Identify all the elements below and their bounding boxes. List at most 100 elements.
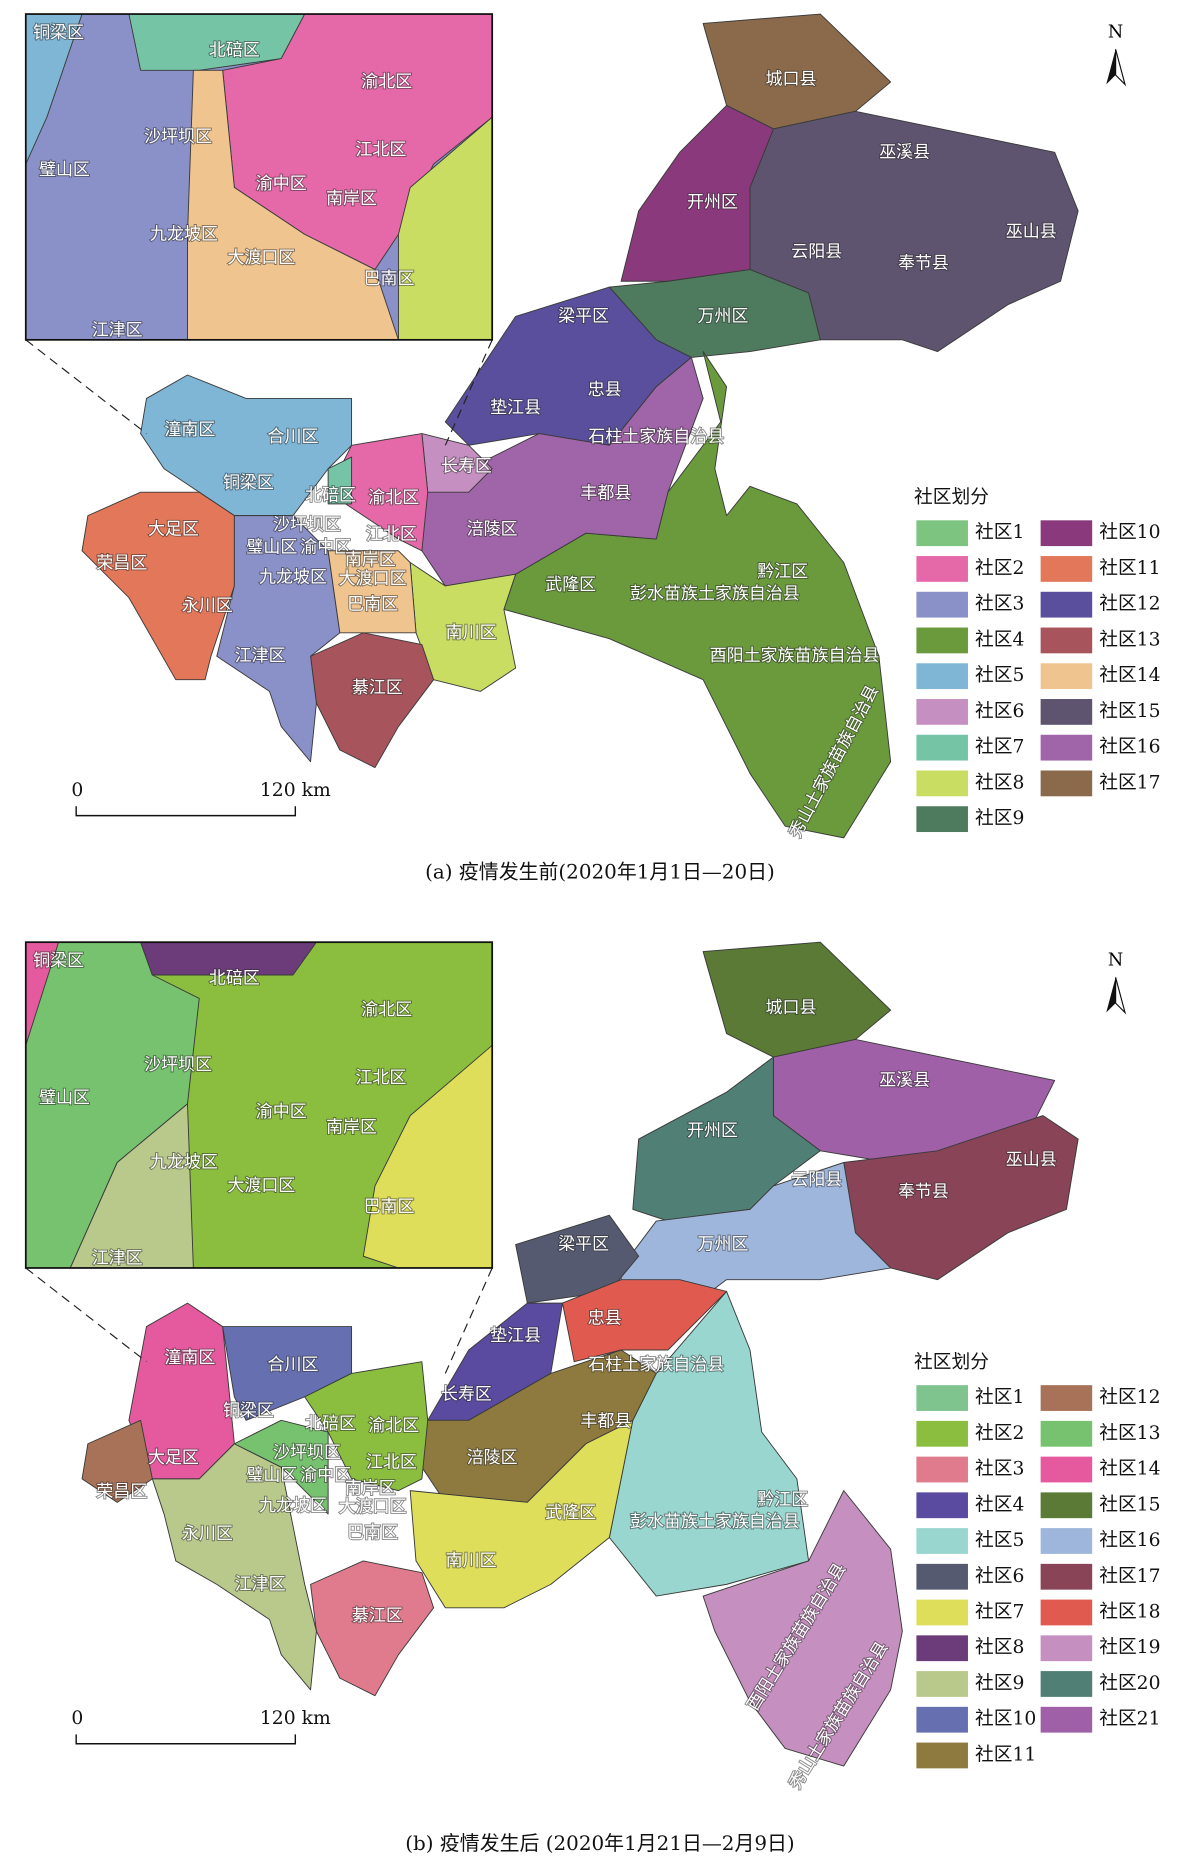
inset-label: 江津区 [92, 320, 143, 340]
legend-swatch [916, 520, 968, 547]
legend-label: 社区3 [975, 1459, 1024, 1480]
inset-label: 江津区 [92, 1249, 143, 1269]
legend-label: 社区16 [1099, 737, 1160, 758]
legend-label: 社区4 [975, 629, 1024, 650]
legend-swatch [1040, 1420, 1093, 1447]
inset-frame [24, 13, 494, 341]
inset-label: 南岸区 [326, 1117, 377, 1137]
legend-label: 社区17 [1099, 1566, 1160, 1587]
district-label: 垫江县 [490, 398, 541, 418]
district-label: 荣昌区 [96, 1482, 147, 1502]
legend-swatch [916, 1420, 968, 1447]
district-label: 璧山区 [246, 1465, 297, 1485]
legend-swatch [1040, 556, 1093, 582]
district-label: 大渡口区 [339, 569, 407, 589]
legend-swatch [916, 1492, 968, 1519]
district-label: 巫山县 [1006, 222, 1057, 242]
inset-label: 九龙坡区 [150, 1152, 218, 1172]
district-label: 城口县 [766, 70, 817, 90]
legend-swatch [916, 627, 968, 654]
legend-swatch [1040, 734, 1093, 761]
legend-swatch [916, 1563, 968, 1590]
scale-label: 120 km [260, 1708, 331, 1729]
legend-label: 社区6 [975, 701, 1024, 722]
inset-label: 江北区 [355, 140, 406, 160]
legend-label: 社区7 [975, 737, 1024, 758]
legend-label: 社区12 [1099, 1387, 1160, 1408]
north-arrow [1115, 49, 1127, 87]
legend-label: 社区2 [975, 1423, 1024, 1444]
legend-label: 社区7 [975, 1601, 1024, 1622]
legend-label: 社区13 [1099, 629, 1160, 650]
district-label: 北碚区 [305, 486, 356, 506]
district-label: 江津区 [235, 1574, 286, 1594]
district-label: 黔江区 [757, 1490, 808, 1510]
legend-swatch [1040, 1528, 1093, 1554]
region [409, 1419, 634, 1609]
legend-label: 社区9 [975, 1673, 1024, 1694]
legend-swatch [916, 699, 968, 725]
district-label: 长寿区 [441, 1385, 492, 1405]
region [702, 1490, 903, 1767]
region [327, 550, 417, 634]
north-arrow [1106, 49, 1116, 85]
legend-swatch [916, 556, 968, 582]
district-label: 永川区 [182, 596, 233, 616]
legend-title: 社区划分 [914, 1352, 989, 1373]
legend-swatch [1040, 1563, 1093, 1590]
district-label: 忠县 [588, 380, 622, 400]
district-label: 开州区 [687, 1121, 738, 1141]
district-label: 渝北区 [368, 488, 419, 508]
legend-label: 社区3 [975, 594, 1024, 615]
district-label: 九龙坡区 [259, 1496, 327, 1516]
legend-swatch [916, 1671, 968, 1697]
legend-label: 社区6 [975, 1566, 1024, 1587]
legend-swatch [1040, 1671, 1093, 1697]
inset-leader [25, 339, 147, 435]
legend-swatch [916, 1385, 968, 1411]
legend-swatch [1040, 1599, 1093, 1626]
inset-label: 九龙坡区 [150, 224, 218, 244]
legend-label: 社区4 [975, 1494, 1024, 1515]
district-label: 石柱土家族自治县 [588, 1355, 724, 1375]
inset-label: 江北区 [355, 1068, 406, 1088]
district-label: 大足区 [148, 1448, 199, 1468]
inset-label: 渝中区 [256, 174, 307, 194]
district-label: 南岸区 [345, 1478, 396, 1498]
legend-label: 社区12 [1099, 594, 1160, 615]
district-label: 垫江县 [490, 1326, 541, 1346]
legend-swatch [1040, 1635, 1093, 1662]
legend-label: 社区15 [1099, 701, 1160, 722]
district-label: 铜梁区 [223, 1401, 274, 1421]
inset-label: 大渡口区 [227, 248, 295, 268]
district-label: 潼南区 [164, 420, 215, 440]
district-label: 梁平区 [558, 306, 609, 326]
legend-swatch [1040, 663, 1093, 690]
legend-swatch [916, 734, 968, 761]
district-label: 璧山区 [246, 537, 297, 557]
district-label: 北碚区 [305, 1414, 356, 1434]
district-label: 沙坪坝区 [273, 515, 341, 535]
legend-swatch [916, 1742, 968, 1769]
district-label: 武隆区 [545, 575, 596, 595]
legend-label: 社区18 [1099, 1601, 1160, 1622]
district-label: 九龙坡区 [259, 568, 327, 588]
district-label: 万州区 [698, 1235, 749, 1255]
legend-swatch [916, 1528, 968, 1554]
legend-swatch [916, 1599, 968, 1626]
district-label: 江北区 [366, 524, 417, 544]
region [81, 1419, 153, 1503]
region [327, 456, 353, 505]
region [310, 1560, 435, 1697]
district-label: 合川区 [267, 1355, 318, 1375]
district-label: 铜梁区 [223, 473, 274, 493]
legend-label: 社区10 [975, 1709, 1036, 1730]
district-label: 渝北区 [368, 1416, 419, 1436]
district-label: 巴南区 [347, 595, 398, 615]
inset-label: 巴南区 [364, 1197, 415, 1217]
inset-label: 铜梁区 [33, 23, 84, 43]
legend-label: 社区13 [1099, 1423, 1160, 1444]
legend-label: 社区2 [975, 558, 1024, 579]
